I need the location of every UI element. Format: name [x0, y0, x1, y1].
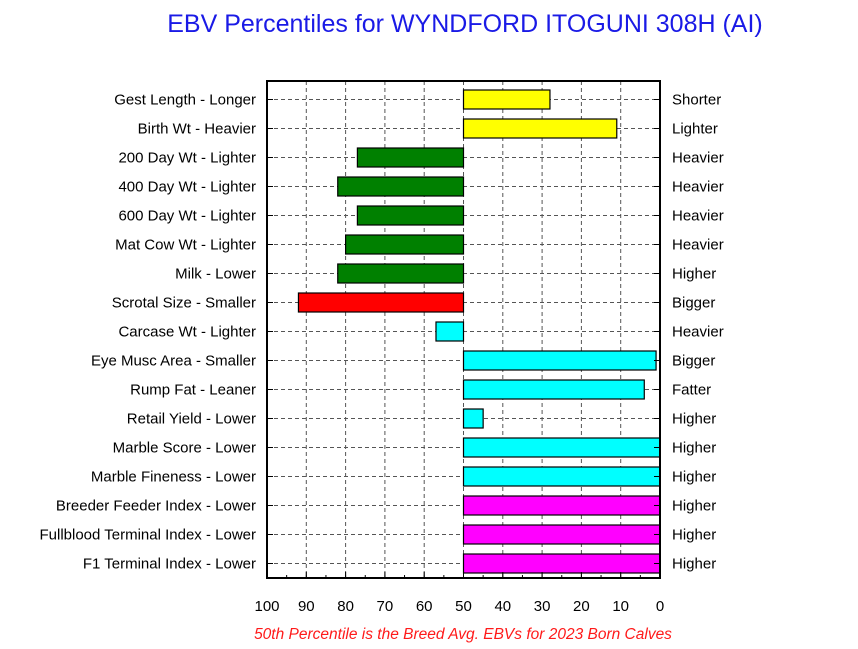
- x-tick-label: 30: [534, 598, 551, 615]
- trait-label: 600 Day Wt - Lighter: [118, 208, 256, 225]
- bar: [462, 495, 661, 516]
- direction-label: Shorter: [672, 92, 721, 109]
- direction-label: Bigger: [672, 353, 715, 370]
- direction-label: Bigger: [672, 295, 715, 312]
- direction-label: Heavier: [672, 237, 724, 254]
- trait-label: F1 Terminal Index - Lower: [83, 556, 256, 573]
- bar: [356, 147, 465, 168]
- trait-label: Marble Score - Lower: [113, 440, 256, 457]
- trait-label: Fullblood Terminal Index - Lower: [40, 527, 257, 544]
- chart-title: EBV Percentiles for WYNDFORD ITOGUNI 308…: [167, 10, 763, 38]
- x-tick-label: 100: [254, 598, 279, 615]
- bar: [462, 118, 618, 139]
- trait-label: Mat Cow Wt - Lighter: [115, 237, 256, 254]
- bar: [345, 234, 465, 255]
- direction-label: Heavier: [672, 208, 724, 225]
- trait-label: Marble Fineness - Lower: [91, 469, 256, 486]
- bar: [462, 466, 661, 487]
- direction-label: Higher: [672, 556, 716, 573]
- chart-footnote: 50th Percentile is the Breed Avg. EBVs f…: [254, 626, 672, 643]
- bar: [462, 379, 645, 400]
- direction-label: Higher: [672, 527, 716, 544]
- axis-ticks: [266, 99, 661, 578]
- direction-label: Higher: [672, 469, 716, 486]
- x-tick-labels: 100 90 80 70 60 50 40 30 20 10 0: [254, 598, 664, 615]
- x-tick-label: 90: [298, 598, 315, 615]
- x-tick-label: 0: [656, 598, 664, 615]
- direction-label: Higher: [672, 411, 716, 428]
- direction-label: Heavier: [672, 324, 724, 341]
- trait-label: Eye Musc Area - Smaller: [91, 353, 256, 370]
- x-tick-label: 80: [337, 598, 354, 615]
- direction-label: Lighter: [672, 121, 718, 138]
- bar: [297, 292, 465, 313]
- left-trait-labels: Gest Length - Longer Birth Wt - Heavier 20…: [40, 92, 257, 573]
- trait-label: Rump Fat - Leaner: [130, 382, 256, 399]
- x-tick-label: 10: [612, 598, 629, 615]
- bar: [462, 350, 657, 371]
- x-tick-label: 50: [455, 598, 472, 615]
- bar: [462, 437, 661, 458]
- trait-label: Breeder Feeder Index - Lower: [56, 498, 256, 515]
- trait-label: 400 Day Wt - Lighter: [118, 179, 256, 196]
- right-direction-labels: Shorter Lighter Heavier Heavier Heavier Heavi…: [672, 92, 724, 573]
- bar: [435, 321, 465, 342]
- bar: [337, 263, 465, 284]
- bar: [462, 89, 551, 110]
- x-tick-label: 60: [416, 598, 433, 615]
- bar: [462, 408, 484, 429]
- trait-label: Scrotal Size - Smaller: [112, 295, 256, 312]
- x-tick-label: 70: [377, 598, 394, 615]
- bars: [297, 89, 661, 574]
- bar: [462, 524, 661, 545]
- trait-label: Carcase Wt - Lighter: [118, 324, 256, 341]
- trait-label: Birth Wt - Heavier: [138, 121, 256, 138]
- direction-label: Fatter: [672, 382, 711, 399]
- direction-label: Heavier: [672, 150, 724, 167]
- x-tick-label: 20: [573, 598, 590, 615]
- direction-label: Higher: [672, 498, 716, 515]
- direction-label: Heavier: [672, 179, 724, 196]
- direction-label: Higher: [672, 266, 716, 283]
- trait-label: Gest Length - Longer: [114, 92, 256, 109]
- trait-label: Retail Yield - Lower: [127, 411, 256, 428]
- trait-label: Milk - Lower: [175, 266, 256, 283]
- x-tick-label: 40: [494, 598, 511, 615]
- bar: [356, 205, 465, 226]
- trait-label: 200 Day Wt - Lighter: [118, 150, 256, 167]
- bar: [337, 176, 465, 197]
- direction-label: Higher: [672, 440, 716, 457]
- bar: [462, 553, 661, 574]
